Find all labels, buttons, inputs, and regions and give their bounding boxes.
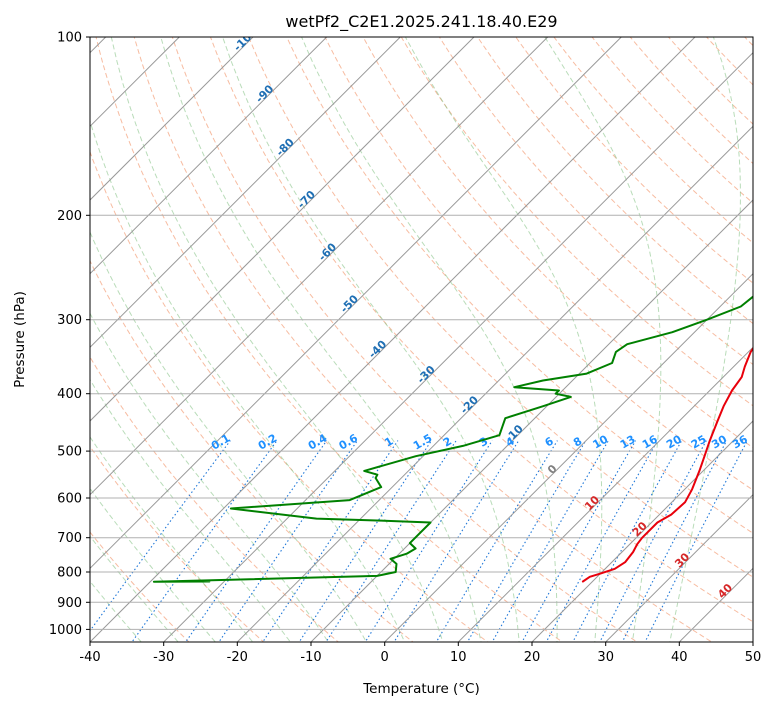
y-tick-label: 400 bbox=[57, 387, 82, 402]
moist-adiabat-line bbox=[90, 230, 367, 642]
dry-adiabat-line bbox=[477, 37, 753, 325]
x-tick-label: 30 bbox=[597, 650, 614, 665]
moist-adiabat-line bbox=[160, 37, 482, 642]
moist-adiabat-line bbox=[90, 312, 329, 642]
x-tick-label: 0 bbox=[381, 650, 389, 665]
dry-adiabat-line bbox=[286, 37, 753, 534]
mixing-ratio-line bbox=[90, 440, 231, 632]
x-axis-label: Temperature (°C) bbox=[362, 681, 480, 697]
mixing-ratio-line bbox=[435, 440, 558, 642]
x-tick-label: -20 bbox=[227, 650, 248, 665]
isotherm-line bbox=[90, 37, 622, 570]
moist-adiabat-line bbox=[222, 37, 520, 642]
mixing-ratio-line bbox=[572, 440, 683, 642]
isotherm-line bbox=[605, 493, 753, 642]
dry-adiabat-lines bbox=[90, 10, 775, 654]
y-tick-label: 600 bbox=[57, 492, 82, 507]
mixing-ratio-line bbox=[491, 440, 609, 642]
isotherm-line bbox=[90, 37, 401, 349]
y-tick-label: 1000 bbox=[49, 623, 82, 638]
isotherm-line bbox=[384, 272, 753, 642]
isotherm-line bbox=[752, 641, 753, 642]
x-axis-ticks: -40 -30 -20 -10 0 10 20 30 40 50 bbox=[79, 642, 761, 665]
mixing-ratio-line bbox=[298, 440, 432, 642]
moist-adiabat-line bbox=[544, 37, 662, 642]
dry-adiabat-line bbox=[95, 37, 564, 642]
mixing-ratio-line bbox=[521, 440, 637, 642]
dry-adiabat-line bbox=[400, 37, 753, 407]
isotherm-line bbox=[457, 346, 753, 642]
dry-adiabat-line bbox=[248, 37, 753, 578]
dry-adiabat-line bbox=[171, 37, 713, 642]
isotherm-line bbox=[90, 37, 254, 201]
dry-adiabat-line bbox=[553, 37, 753, 244]
y-tick-label: 200 bbox=[57, 209, 82, 224]
y-axis-label: Pressure (hPa) bbox=[12, 291, 28, 388]
dewpoint-profile bbox=[152, 295, 753, 583]
dry-adiabat-line bbox=[667, 37, 753, 125]
y-tick-label: 900 bbox=[57, 596, 82, 611]
isotherm-line bbox=[90, 37, 549, 496]
chart-title: wetPf2_C2E1.2025.241.18.40.E29 bbox=[285, 12, 557, 32]
x-tick-label: 50 bbox=[745, 650, 762, 665]
dry-adiabat-line bbox=[90, 259, 414, 642]
mixing-ratio-line bbox=[466, 440, 587, 642]
dry-adiabat-line bbox=[209, 37, 753, 623]
y-axis-ticks: 100 200 300 400 500 600 700 800 900 1000 bbox=[49, 31, 90, 638]
mixing-ratio-line bbox=[599, 440, 707, 642]
dry-adiabat-line bbox=[90, 531, 190, 642]
isotherm-line bbox=[236, 125, 753, 642]
sounding-profiles bbox=[152, 295, 753, 583]
mixing-ratio-line bbox=[218, 440, 358, 642]
temperature-profile bbox=[581, 346, 753, 583]
dry-adiabat-line bbox=[133, 37, 638, 642]
moist-adiabat-line bbox=[669, 37, 741, 642]
x-tick-label: -10 bbox=[300, 650, 321, 665]
isotherm-line bbox=[90, 37, 475, 422]
mixing-ratio-line bbox=[393, 440, 520, 642]
y-tick-label: 500 bbox=[57, 445, 82, 460]
dry-adiabat-line bbox=[362, 37, 753, 449]
x-tick-label: -30 bbox=[153, 650, 174, 665]
y-tick-label: 700 bbox=[57, 531, 82, 546]
moist-adiabat-line bbox=[90, 119, 406, 642]
y-tick-label: 800 bbox=[57, 566, 82, 581]
dry-adiabat-line bbox=[756, 10, 775, 654]
isotherm-line bbox=[531, 420, 753, 642]
mixing-ratio-line bbox=[545, 440, 659, 642]
x-tick-label: -40 bbox=[79, 650, 100, 665]
mixing-ratio-lines bbox=[90, 440, 748, 642]
isotherm-line bbox=[90, 37, 696, 642]
plot-border bbox=[89, 36, 754, 643]
dry-adiabat-line bbox=[90, 445, 265, 642]
isobar-gridlines bbox=[90, 37, 753, 630]
dry-adiabat-line bbox=[591, 37, 753, 204]
x-tick-label: 40 bbox=[671, 650, 688, 665]
dry-adiabat-line bbox=[90, 150, 489, 642]
y-tick-label: 300 bbox=[57, 313, 82, 328]
moist-adiabat-line bbox=[110, 37, 444, 642]
y-tick-label: 100 bbox=[57, 31, 82, 46]
isotherm-line bbox=[163, 51, 753, 642]
plot-frame bbox=[89, 36, 754, 643]
x-tick-label: 10 bbox=[450, 650, 467, 665]
x-tick-label: 20 bbox=[524, 650, 541, 665]
mixing-ratio-line bbox=[185, 440, 328, 642]
isotherm-line bbox=[90, 37, 328, 275]
